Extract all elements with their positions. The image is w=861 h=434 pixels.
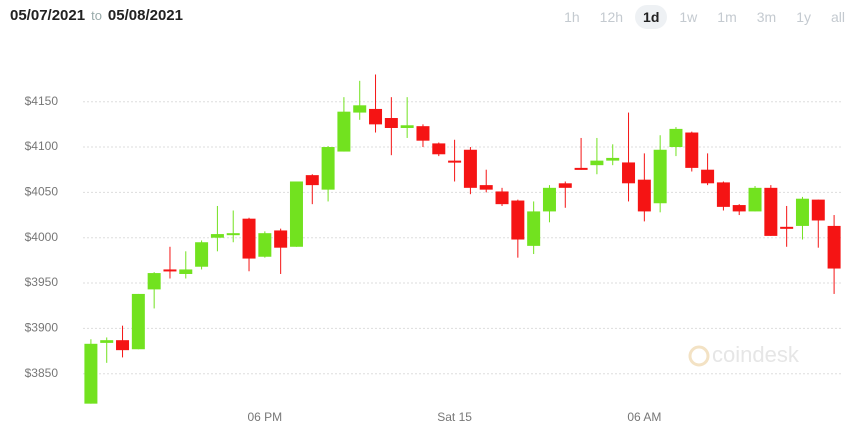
candle-body [622,162,636,184]
candle-body [289,181,303,247]
candle-body [100,340,114,343]
candle-body [163,269,177,272]
range-button[interactable]: all [830,9,845,25]
x-tick-label: Sat 15 [437,410,472,424]
candle-body [527,211,541,246]
candle-body [116,340,130,351]
candle-body [511,200,525,240]
candle-body [384,118,398,128]
candle-body [274,230,288,248]
range-button[interactable]: 12h [599,9,624,25]
range-button[interactable]: 1m [717,9,737,25]
candle-body [131,293,145,350]
candle-body [637,179,651,212]
candle-body [147,273,161,290]
candle-body [748,187,762,212]
candle-body [558,183,572,188]
range-button[interactable]: 1d [635,5,668,29]
candle-body [669,128,683,148]
date-to: 05/08/2021 [107,7,183,24]
candle-body [542,187,556,212]
candle-body [179,269,193,274]
candle-body [432,143,446,155]
range-button[interactable]: 3m [756,9,777,25]
range-button[interactable]: 1w [679,9,698,25]
candle-body [84,343,98,404]
candle-body [574,167,588,170]
candle-body [226,233,240,236]
candle-body [337,111,351,152]
watermark-logo [688,345,710,367]
candle-body [463,149,477,188]
candle-body [764,187,778,236]
y-tick-label: $4000 [25,230,59,244]
candle-body [210,234,224,238]
candle-body [811,199,825,221]
candle-body [732,205,746,212]
candle-body [795,198,809,226]
date-from: 05/07/2021 [10,7,86,24]
candle-body [479,185,493,190]
candle-body [780,226,794,229]
candle-body [353,105,367,113]
x-tick-label: 06 PM [248,410,283,424]
y-tick-label: $4100 [25,139,59,153]
y-tick-label: $3850 [25,366,59,380]
y-tick-label: $3900 [25,321,59,335]
candle-body [195,242,209,267]
candle-body [242,218,256,259]
candle-body [369,108,383,125]
range-button[interactable]: 1h [564,9,580,25]
candle-body [495,191,509,205]
y-tick-label: $4050 [25,185,59,199]
candle-body [448,160,462,163]
date-range: 05/07/2021 to 05/08/2021 [10,7,183,24]
candle-body [258,233,272,257]
candle-body [827,225,841,269]
candle-body [590,160,604,166]
candle-body [400,125,414,128]
y-tick-label: $4150 [25,94,59,108]
candle-body [416,126,430,141]
candle-body [685,132,699,168]
candle-body [321,147,335,190]
candle-body [653,149,667,204]
watermark: coindesk [712,342,800,367]
candle-body [716,182,730,207]
candle-body [701,169,715,184]
range-button[interactable]: 1y [796,9,811,25]
candle-body [606,157,620,161]
y-tick-label: $3950 [25,275,59,289]
x-tick-label: 06 AM [627,410,661,424]
candle-body [305,175,319,186]
date-sep: to [91,8,102,23]
range-buttons: 1h 12h 1d 1w 1m 3m 1y all [556,5,853,29]
